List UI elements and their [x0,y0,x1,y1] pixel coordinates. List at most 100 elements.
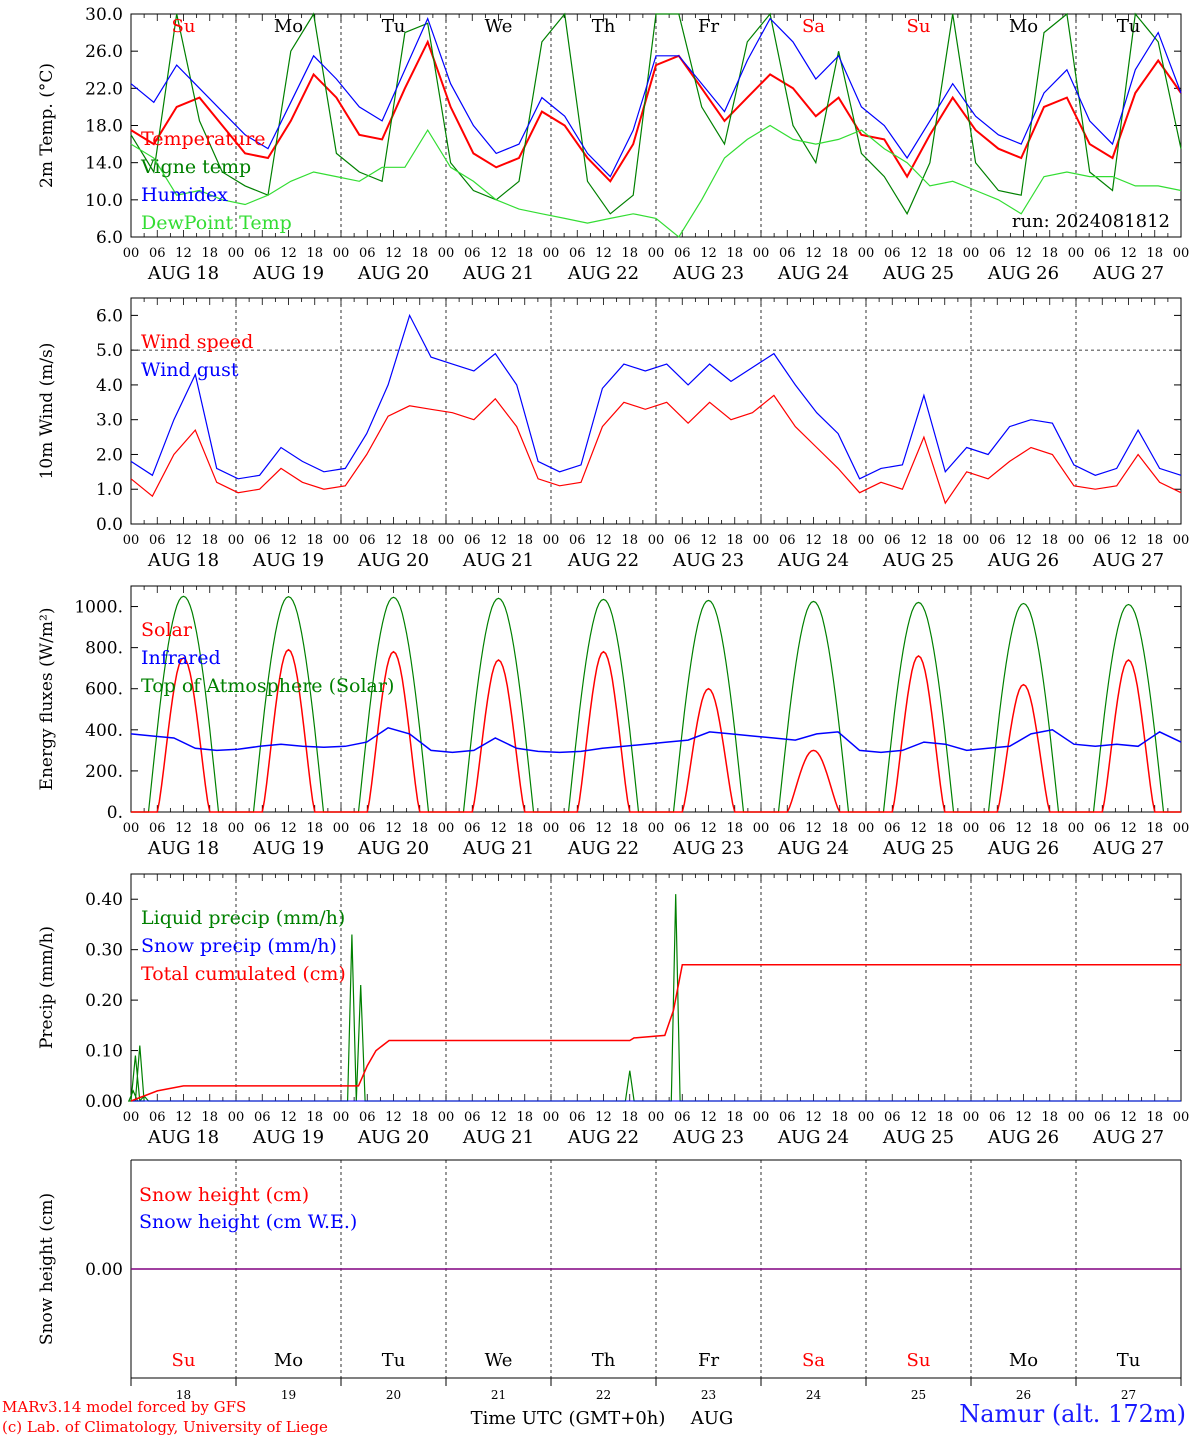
x-hour-tick-label: 06 [254,821,271,836]
day-number-label: 25 [911,1388,926,1402]
x-hour-tick-label: 12 [805,246,822,261]
x-day-label: AUG 21 [462,838,534,859]
x-hour-tick-label: 00 [543,246,560,261]
day-number-label: 22 [596,1388,611,1402]
y-tick-label: 26.0 [85,42,123,62]
weekday-label: Th [592,16,616,37]
x-hour-tick-label: 12 [385,533,402,548]
x-hour-tick-label: 06 [254,246,271,261]
weekday-label: Mo [1009,16,1038,37]
x-hour-tick-label: 18 [306,246,323,261]
panel-2: 10m Wind (m/s) 0.0 1.0 2.0 3.0 4.0 5.0 6.0 00 06 1… [37,297,1189,571]
legend-entry: Top of Atmosphere (Solar) [141,675,394,697]
x-hour-tick-label: 12 [385,821,402,836]
weekday-label: Tu [1117,1350,1141,1371]
x-hour-tick-label: 06 [674,821,691,836]
x-hour-tick-label: 00 [123,1110,140,1125]
x-hour-tick-label: 12 [175,1110,192,1125]
x-day-label: AUG 23 [672,838,744,859]
x-hour-tick-label: 06 [674,1110,691,1125]
x-hour-tick-label: 18 [936,533,953,548]
station-name: Namur (alt. 172m) [959,1400,1186,1428]
x-hour-tick-label: 06 [884,246,901,261]
x-hour-tick-label: 06 [359,533,376,548]
x-hour-tick-label: 06 [989,246,1006,261]
weekday-label: Sa [802,16,825,37]
x-hour-tick-label: 12 [175,821,192,836]
x-hour-tick-label: 00 [438,1110,455,1125]
x-day-label: AUG 24 [777,838,849,859]
x-hour-tick-label: 00 [123,533,140,548]
legend-entry: Snow height (cm W.E.) [139,1211,357,1233]
y-tick-label: 30.0 [85,5,123,25]
x-hour-tick-label: 00 [123,246,140,261]
x-day-label: AUG 22 [567,550,639,571]
x-hour-tick-label: 12 [175,533,192,548]
y-tick-label: 18.0 [85,117,123,137]
x-hour-tick-label: 18 [1146,821,1163,836]
x-hour-tick-label: 00 [1068,246,1085,261]
x-day-label: AUG 25 [882,550,954,571]
x-day-label: AUG 18 [147,838,219,859]
x-hour-tick-label: 06 [779,1110,796,1125]
x-hour-tick-label: 18 [1041,1110,1058,1125]
series-line [130,12,1182,216]
x-hour-tick-label: 00 [1173,246,1190,261]
x-day-label: AUG 19 [252,550,324,571]
legend-entry: DewPoint Temp [141,212,292,234]
x-hour-tick-label: 12 [490,1110,507,1125]
y-tick-label: 200. [85,762,123,782]
x-day-label: AUG 25 [882,263,954,284]
y-axis-label: Precip (mm/h) [37,926,57,1049]
x-day-label: AUG 24 [777,1127,849,1148]
series-line [130,16,1182,178]
x-hour-tick-label: 06 [569,821,586,836]
x-hour-tick-label: 06 [569,246,586,261]
x-hour-tick-label: 12 [280,246,297,261]
x-day-label: AUG 18 [147,1127,219,1148]
x-hour-tick-label: 06 [989,533,1006,548]
weekday-label: Su [172,16,196,37]
x-hour-tick-label: 06 [359,246,376,261]
x-day-label: AUG 18 [147,263,219,284]
x-hour-tick-label: 18 [831,1110,848,1125]
y-tick-label: 0. [107,803,123,823]
y-axis-label: Energy fluxes (W/m²) [37,608,57,791]
x-hour-tick-label: 00 [753,1110,770,1125]
x-hour-tick-label: 06 [779,821,796,836]
x-hour-tick-label: 00 [333,246,350,261]
x-day-label: AUG 20 [357,550,429,571]
x-day-label: AUG 21 [462,550,534,571]
x-hour-tick-label: 06 [464,533,481,548]
x-hour-tick-label: 12 [280,533,297,548]
x-hour-tick-label: 06 [149,533,166,548]
x-hour-tick-label: 18 [411,533,428,548]
x-day-label: AUG 26 [987,1127,1059,1148]
weekday-label: Mo [274,1350,303,1371]
series-line [130,39,1182,183]
y-tick-label: 400. [85,721,123,741]
x-hour-tick-label: 00 [333,821,350,836]
x-hour-tick-label: 00 [753,821,770,836]
x-hour-tick-label: 18 [831,821,848,836]
legend-entry: Liquid precip (mm/h) [141,907,345,929]
x-day-label: AUG 22 [567,838,639,859]
x-hour-tick-label: 12 [280,821,297,836]
y-tick-label: 6.0 [96,228,123,248]
x-hour-tick-label: 12 [1015,1110,1032,1125]
x-hour-tick-label: 06 [989,821,1006,836]
x-hour-tick-label: 18 [1041,246,1058,261]
x-hour-tick-label: 06 [254,1110,271,1125]
x-hour-tick-label: 00 [1173,821,1190,836]
x-hour-tick-label: 18 [621,246,638,261]
x-hour-tick-label: 06 [464,246,481,261]
x-hour-tick-label: 12 [490,821,507,836]
y-tick-label: 2.0 [96,445,123,465]
day-number-label: 19 [281,1388,296,1402]
x-hour-tick-label: 18 [726,533,743,548]
weekday-label: We [485,16,513,37]
x-hour-tick-label: 12 [910,821,927,836]
x-hour-tick-label: 06 [464,821,481,836]
x-hour-tick-label: 06 [884,821,901,836]
y-tick-label: 600. [85,680,123,700]
